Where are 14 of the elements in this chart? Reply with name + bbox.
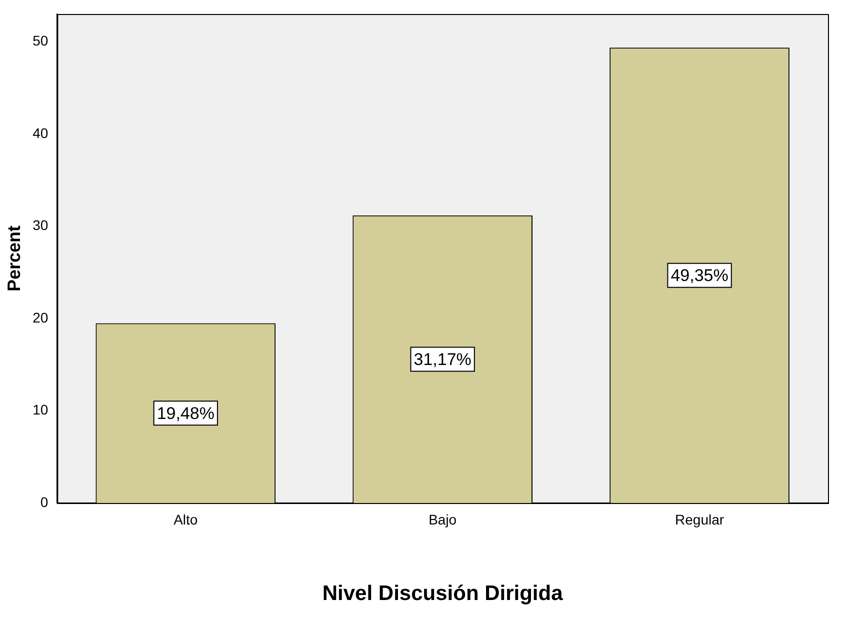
y-tick-label: 20 [32,309,48,326]
y-axis-title: Percent [4,225,24,292]
y-tick-label: 40 [32,124,48,141]
data-label: 49,35% [670,266,728,286]
y-tick-label: 50 [32,32,48,49]
y-tick-label: 10 [32,402,48,418]
x-tick-label: Alto [174,511,198,528]
x-tick-label: Bajo [428,511,457,528]
y-tick-label: 0 [40,494,48,510]
x-tick-label: Regular [675,511,724,528]
data-label: 19,48% [156,404,214,423]
y-tick-label: 30 [32,217,48,234]
data-label: 31,17% [414,350,472,369]
x-axis-title: Nivel Discusión Dirigida [322,582,564,606]
